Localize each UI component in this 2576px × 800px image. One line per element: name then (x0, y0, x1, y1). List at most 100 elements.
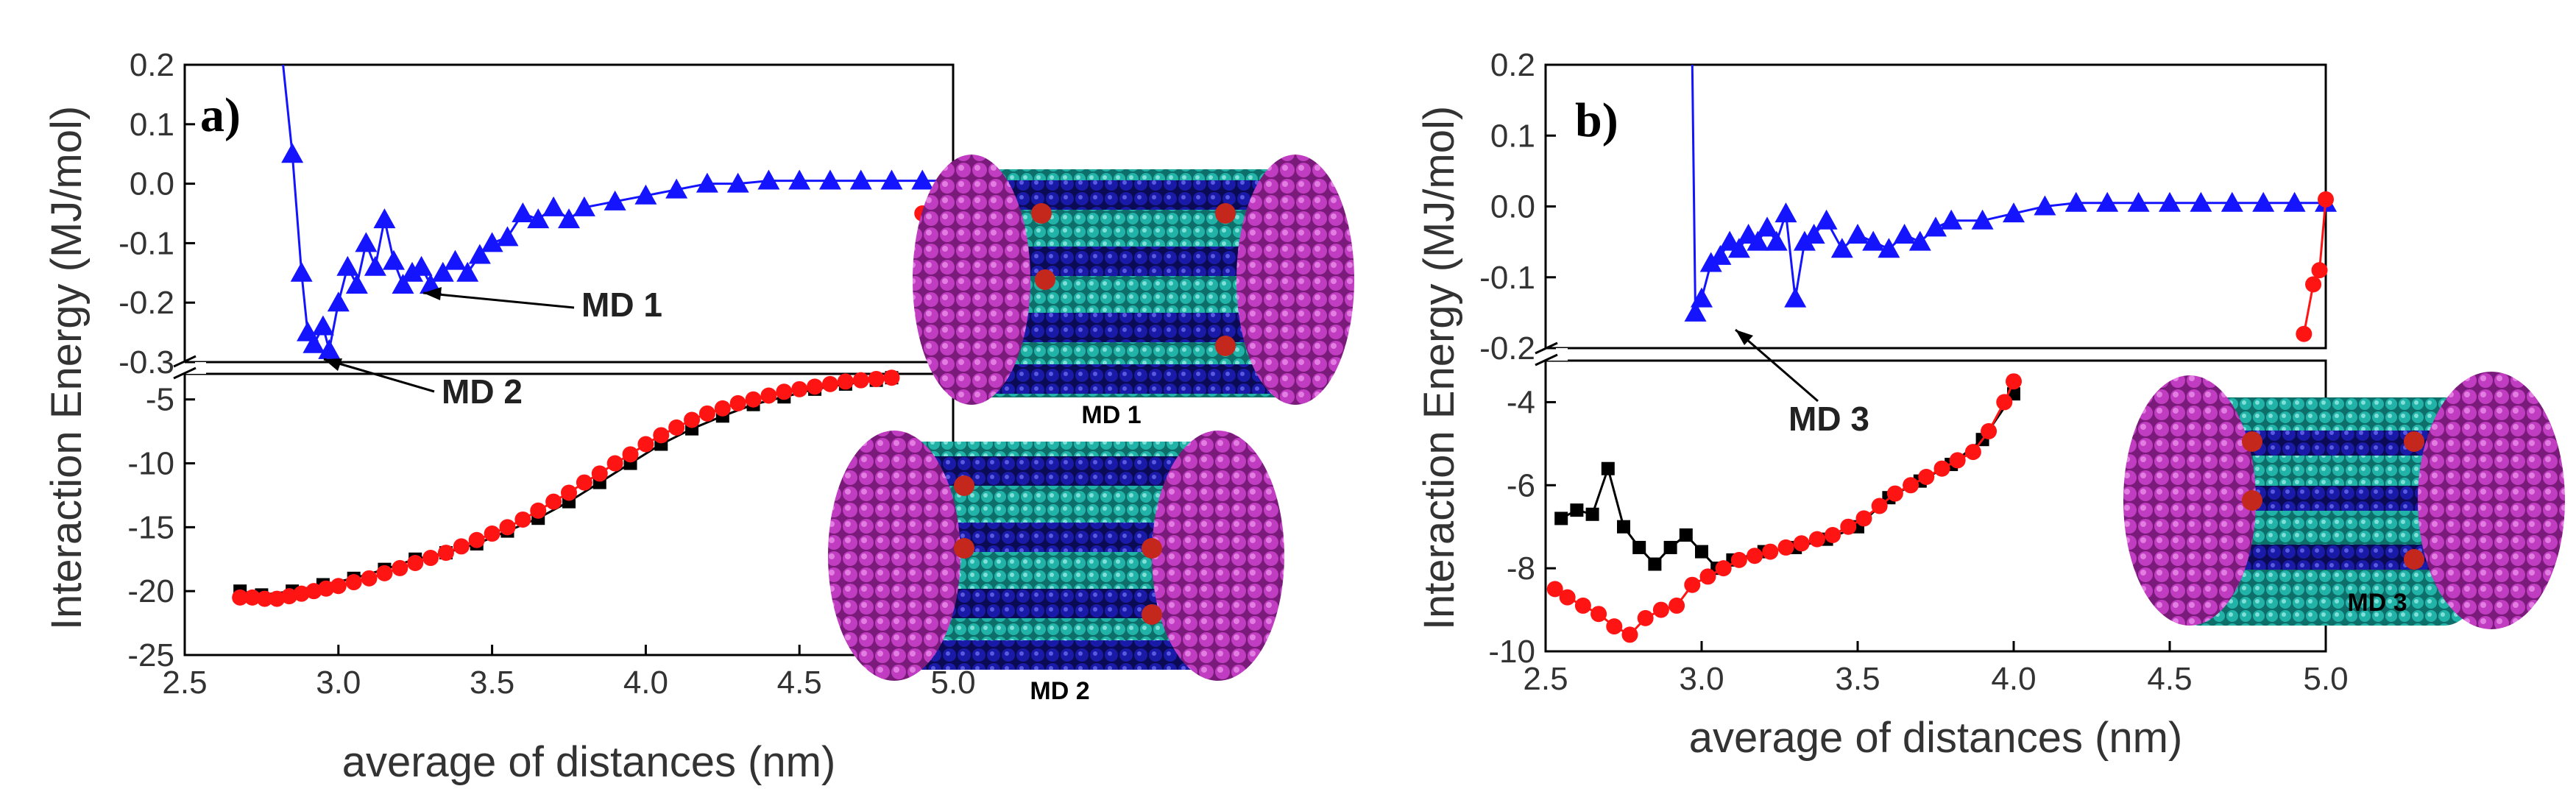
panel-b-series-0-point (2190, 191, 2212, 212)
panel-a-series-0-point (281, 143, 304, 163)
panel-a: 2.5 3.0 3.5 4.0 4.5 5.00.20.10.0-0.1-0.2-0.3-… (43, 47, 1354, 786)
panel-b-series-0-point (2003, 202, 2025, 223)
panel-b-series-0-point (2159, 191, 2181, 212)
panel-a-ytick-lower-label: -5 (146, 382, 174, 418)
panel-a-series-2-point (293, 585, 310, 602)
panel-b-series-3-point (2318, 191, 2334, 208)
panel-b-series-2-point (1808, 531, 1825, 548)
panel-a-series-2-point (453, 538, 470, 555)
panel-b-series-0-point (2127, 191, 2150, 212)
panel-b-series-2-point (1871, 498, 1888, 514)
panel-b-series-1-point (1648, 557, 1662, 571)
md1-structure-label: MD 1 (1081, 401, 1141, 429)
panel-a-annotation-md2-arrow (323, 358, 435, 393)
panel-a-series-2-point (837, 373, 854, 390)
panel-b-series-0-point (1925, 216, 1947, 237)
panel-b-ytick-upper-label: -0.2 (1479, 330, 1535, 367)
md3-structure-label: MD 3 (2347, 589, 2407, 617)
panel-b-series-0-point (1774, 202, 1797, 223)
panel-b-series-0-point (2283, 191, 2306, 212)
panel-a-series-2-point (468, 531, 485, 548)
panel-a-series-2-point (591, 465, 608, 482)
panel-a-ytick-upper-label: 0.0 (130, 166, 174, 202)
panel-a-series-2-point (484, 525, 500, 542)
panel-b-series-2-point (1903, 477, 1919, 494)
panel-b-series-0-point (1862, 230, 1885, 251)
panel-b-series-2-line (1554, 380, 2015, 637)
panel-b-ticks: 2.5 3.0 3.5 4.0 4.5 5.0 0.2 0.1 0.0 -0.1 -0.2 -4 -6 -… (1479, 47, 2348, 697)
panel-a-series-2-point (318, 580, 335, 597)
panel-b-series-0-line (1691, 64, 2326, 314)
panel-a-series-0-point (431, 261, 454, 282)
panel-a-series-2-point (330, 578, 347, 595)
panel-a-series-0-point (880, 169, 903, 190)
panel-b-ytick-lower-label: -6 (1507, 467, 1535, 503)
panel-a-series-2-point (530, 502, 547, 519)
panel-b-series-2-point (1793, 535, 1810, 552)
panel-b-series-1-point (1617, 520, 1630, 534)
panel-a-series (232, 64, 964, 607)
panel-a-series-0-point (788, 169, 811, 190)
panel-b-series-0-point (1847, 224, 1869, 244)
panel-b-series-1-point (1601, 461, 1615, 475)
panel-a-xtick-label: 2.5 (162, 665, 207, 701)
panel-b-series-2-point (1730, 551, 1747, 568)
panel-b-series-2-point (1964, 444, 1981, 461)
panel-a-series-2-point (698, 405, 715, 422)
panel-a-series-0-point (726, 172, 749, 193)
panel-b-series-0-point (1893, 224, 1916, 244)
panel-b-series-0-point (1971, 209, 1994, 230)
panel-b-xlabel: average of distances (nm) (1689, 714, 2183, 762)
panel-b-xtick-label: 4.5 (2147, 661, 2192, 697)
panel-b-series-2-point (1559, 589, 1576, 606)
panel-b-series-2-point (1699, 568, 1716, 585)
panel-b-series-0-point (1709, 244, 1732, 265)
panel-a-series-2-point (514, 511, 531, 528)
panel-b-ytick-upper-label: 0.2 (1490, 47, 1535, 83)
panel-b-ytick-lower-label: -4 (1507, 384, 1535, 420)
panel-a-series-2-point (392, 559, 408, 576)
panel-a-series-0-point (558, 208, 580, 229)
panel-a-ytick-lower-label: -25 (127, 637, 174, 673)
panel-a-series-2-point (376, 564, 393, 581)
panel-b-series-2-point (1637, 609, 1654, 626)
panel-a-series-0-point (542, 196, 565, 216)
panel-b-series-1-point (1663, 540, 1677, 554)
panel-a-ticks: 2.5 3.0 3.5 4.0 4.5 5.00.20.10.0-0.1-0.2-0.3-… (118, 47, 975, 701)
panel-a-series-2-point (256, 590, 273, 607)
panel-b-series-0-point (2252, 191, 2275, 212)
panel-a-series-2-point (791, 380, 808, 397)
panel-a-series-2-point (606, 455, 623, 472)
panel-b-series-2-point (1669, 597, 1685, 614)
panel-a-series-2-point (622, 446, 639, 463)
panel-b-series-0-point (1908, 230, 1931, 251)
panel-b-axis-break-mark-2 (1535, 353, 1558, 367)
panel-b-series-1-point (1679, 528, 1693, 542)
panel-b-series-2-point (1840, 518, 1857, 535)
panel-a-series-2-point (561, 484, 577, 501)
panel-b-series-1-point (1585, 507, 1599, 521)
panel-b-series-2-point (2006, 373, 2022, 390)
panel-a-series-0-point (696, 172, 718, 193)
panel-a-series-2-point (437, 545, 454, 562)
panel-a-annotation-md1: MD 1 (581, 286, 662, 324)
panel-b: 2.5 3.0 3.5 4.0 4.5 5.0 0.2 0.1 0.0 -0.1 -0.2 -4 -6 -… (1415, 47, 2565, 762)
panel-b-xtick-label: 5.0 (2303, 661, 2348, 697)
panel-a-series-2-point (361, 570, 378, 587)
panel-b-ylabel: Interaction Energy (MJ/mol) (1415, 106, 1463, 630)
panel-a-series-2-point (232, 589, 249, 606)
panel-a-series-0-point (496, 226, 519, 247)
md3-structure (2123, 372, 2565, 629)
panel-a-series-2-point (776, 383, 793, 400)
panel-a-series-0-point (373, 208, 396, 229)
panel-a-series-0-point (345, 273, 368, 294)
panel-b-series-1-point (1632, 540, 1646, 554)
panel-b-series-0-point (2064, 191, 2087, 212)
panel-a-series-0-point (290, 261, 313, 282)
panel-a-series-2-point (345, 574, 362, 591)
panel-a-ytick-lower-label: -20 (127, 573, 174, 609)
panel-a-series-2-point (244, 589, 261, 606)
panel-a-ytick-lower-label: -10 (127, 446, 174, 482)
panel-a-series-0-point (818, 169, 841, 190)
panel-a-series-2-point (745, 391, 762, 408)
